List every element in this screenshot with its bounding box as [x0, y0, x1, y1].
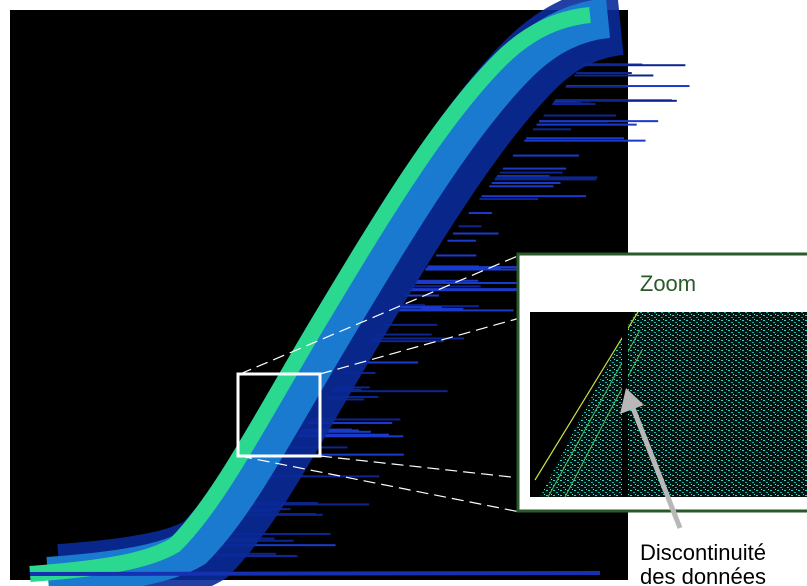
- streak: [496, 176, 598, 179]
- streak: [370, 340, 444, 343]
- streak: [327, 395, 379, 398]
- streak: [499, 171, 563, 174]
- streak: [396, 306, 442, 309]
- arrow-shaft: [630, 407, 683, 529]
- streak: [427, 266, 523, 269]
- streak: [382, 323, 438, 326]
- streak: [222, 532, 331, 535]
- streak: [574, 74, 654, 77]
- streak: [416, 279, 479, 282]
- streak: [524, 139, 646, 142]
- streak: [447, 239, 476, 242]
- streak: [502, 167, 567, 170]
- curve-core: [29, 7, 591, 582]
- baseline-band: [29, 571, 601, 576]
- streak: [491, 181, 561, 184]
- streak: [405, 294, 440, 297]
- streak: [489, 185, 554, 188]
- streak: [497, 175, 550, 178]
- streak: [310, 418, 401, 421]
- streak: [213, 544, 336, 547]
- streak: [436, 254, 477, 257]
- streak: [566, 85, 690, 88]
- zoom-box: [236, 372, 322, 458]
- streak: [307, 421, 393, 424]
- zoom-guides: [239, 254, 521, 513]
- streak: [416, 280, 445, 283]
- streak: [452, 232, 499, 235]
- streak: [331, 390, 448, 393]
- streak: [397, 304, 426, 307]
- streak: [236, 513, 323, 516]
- streak: [543, 114, 617, 117]
- streak: [582, 64, 686, 67]
- annotation-line: Discontinuité: [640, 540, 766, 565]
- streak: [532, 128, 572, 131]
- streak: [375, 333, 432, 336]
- streak: [479, 198, 539, 201]
- curve-mid: [46, 0, 611, 586]
- streak: [539, 120, 659, 123]
- streak: [298, 433, 389, 436]
- streak: [565, 85, 627, 88]
- streak: [205, 555, 298, 558]
- streak: [458, 225, 482, 228]
- streak: [554, 99, 677, 102]
- streak: [283, 453, 404, 456]
- streak: [301, 429, 359, 432]
- arrow-head: [620, 388, 644, 414]
- streak: [244, 503, 370, 506]
- annotation-line: des données: [640, 564, 766, 586]
- streak: [353, 361, 419, 364]
- streak: [393, 309, 514, 312]
- streak: [372, 337, 465, 340]
- streak: [409, 289, 536, 292]
- streak: [552, 103, 596, 106]
- streaks: [205, 63, 690, 558]
- streak: [494, 178, 597, 181]
- streak: [425, 268, 544, 271]
- streak: [395, 307, 464, 310]
- streak: [576, 72, 632, 75]
- streak: [481, 195, 586, 198]
- streak: [536, 123, 637, 126]
- streak: [266, 475, 380, 478]
- streak: [526, 137, 624, 140]
- streak: [512, 154, 579, 157]
- streak: [300, 430, 371, 433]
- zoom-image: [530, 312, 807, 497]
- zoom-title: Zoom: [640, 271, 696, 296]
- streak: [553, 101, 582, 104]
- streak: [414, 282, 533, 285]
- streak: [468, 212, 492, 215]
- streak: [410, 288, 527, 291]
- streak: [297, 435, 404, 438]
